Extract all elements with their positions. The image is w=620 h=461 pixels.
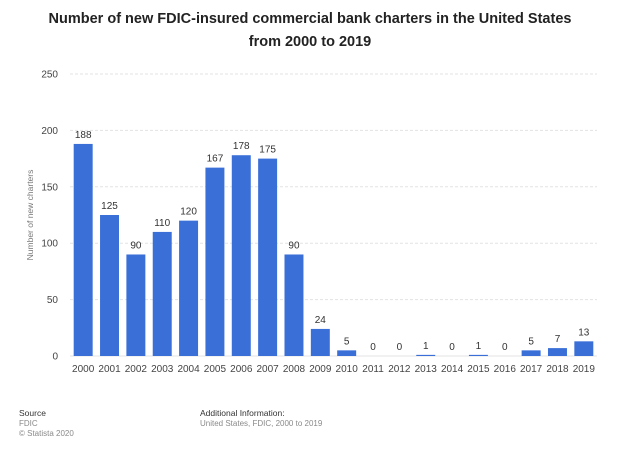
bar[interactable] (416, 354, 436, 356)
x-tick-label: 2018 (546, 364, 569, 375)
bar-value-label: 178 (233, 141, 250, 152)
y-tick-label: 200 (41, 126, 58, 137)
bar[interactable] (152, 231, 172, 356)
bar-value-label: 110 (154, 218, 170, 229)
x-tick-label: 2009 (309, 364, 332, 375)
y-tick-label: 100 (41, 239, 58, 250)
bar-value-label: 120 (180, 207, 197, 218)
bar-value-label: 90 (130, 240, 142, 251)
bar-value-label: 5 (344, 336, 350, 347)
x-tick-label: 2010 (336, 364, 359, 375)
bar-value-label: 5 (528, 336, 534, 347)
grid-lines (70, 73, 597, 357)
bar[interactable] (574, 341, 594, 356)
bar-value-label: 7 (555, 334, 561, 345)
y-tick-label: 0 (52, 352, 58, 363)
x-tick-label: 2002 (125, 364, 148, 375)
bars (73, 143, 594, 356)
x-tick-label: 2007 (257, 364, 280, 375)
chart-title: Number of new FDIC-insured commercial ba… (48, 11, 572, 50)
x-tick-label: 2005 (204, 364, 227, 375)
additional-info-text: United States, FDIC, 2000 to 2019 (200, 418, 323, 428)
bar-value-label: 1 (423, 341, 429, 352)
additional-info-heading: Additional Information: (200, 408, 285, 418)
bar[interactable] (73, 143, 93, 356)
bar-value-label: 0 (502, 342, 508, 353)
bar[interactable] (179, 220, 199, 356)
bar-value-label: 0 (397, 342, 403, 353)
bar-value-label: 24 (315, 315, 327, 326)
x-tick-label: 2001 (98, 364, 121, 375)
x-tick-label: 2012 (388, 364, 411, 375)
y-tick-label: 250 (41, 70, 58, 81)
bar-value-label: 167 (207, 154, 224, 165)
bar-value-label: 13 (578, 327, 590, 338)
bar[interactable] (521, 350, 541, 356)
x-tick-label: 2003 (151, 364, 174, 375)
bar-value-label: 0 (449, 342, 455, 353)
bar-value-label: 175 (259, 145, 276, 156)
bar[interactable] (547, 348, 567, 356)
x-tick-label: 2013 (415, 364, 438, 375)
bar[interactable] (337, 350, 357, 356)
x-tick-label: 2011 (362, 364, 384, 375)
additional-info-block: Additional Information: United States, F… (200, 408, 322, 429)
y-tick-label: 150 (41, 182, 58, 193)
source-block: Source FDIC © Statista 2020 (19, 408, 74, 440)
bar[interactable] (205, 167, 225, 356)
bar-value-label: 90 (288, 240, 300, 251)
x-tick-label: 2008 (283, 364, 306, 375)
data-labels: 188 125 90 110 120 167 178 175 90 24 5 0 0 1 0 1 0 5 7 13 (75, 130, 590, 353)
source-heading: Source (19, 408, 46, 418)
source-name: FDIC (19, 418, 38, 428)
y-tick-label: 50 (47, 295, 59, 306)
bar[interactable] (231, 155, 251, 356)
y-axis-ticks: 0 50 100 150 200 250 (41, 70, 58, 363)
y-axis-title: Number of new charters (25, 170, 35, 261)
bar-value-label: 0 (370, 342, 376, 353)
x-tick-label: 2016 (494, 364, 517, 375)
x-tick-label: 2004 (177, 364, 200, 375)
bar[interactable] (100, 215, 120, 356)
bar[interactable] (258, 158, 278, 356)
bar-value-label: 125 (101, 201, 118, 212)
copyright: © Statista 2020 (19, 429, 74, 438)
x-tick-label: 2019 (573, 364, 596, 375)
x-tick-label: 2017 (520, 364, 543, 375)
x-axis-ticks: 2000 2001 2002 2003 2004 2005 2006 2007 2008 2009… (72, 364, 595, 375)
bar-value-label: 188 (75, 130, 92, 141)
bar-value-label: 1 (476, 341, 482, 352)
bar[interactable] (126, 254, 146, 356)
x-tick-label: 2000 (72, 364, 95, 375)
x-tick-label: 2014 (441, 364, 464, 375)
bar[interactable] (310, 328, 330, 356)
bar[interactable] (284, 254, 304, 356)
x-tick-label: 2015 (467, 364, 490, 375)
bar[interactable] (468, 354, 488, 356)
x-tick-label: 2006 (230, 364, 253, 375)
